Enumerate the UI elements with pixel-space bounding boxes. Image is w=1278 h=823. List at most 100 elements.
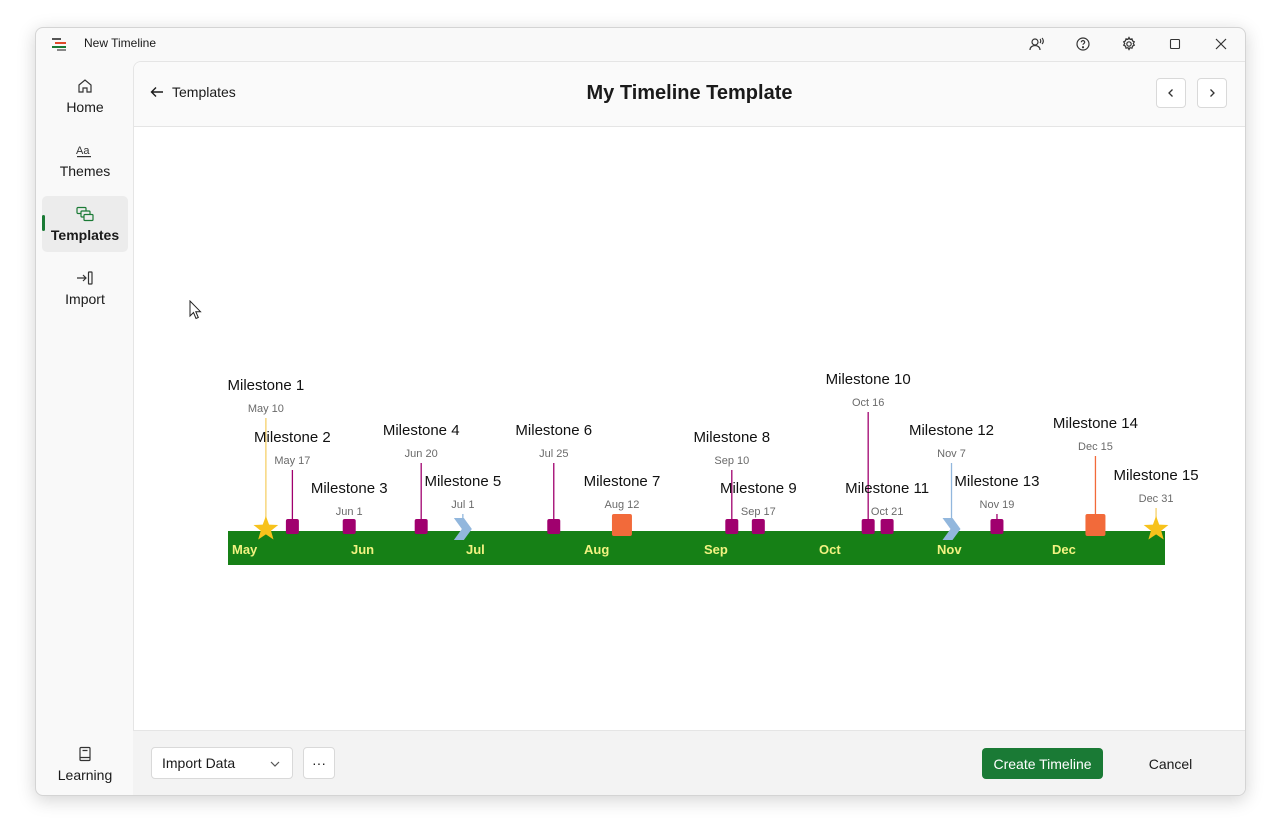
maximize-icon [1169, 38, 1181, 50]
sidebar-item-label: Import [65, 290, 105, 307]
chevron-marker-icon [942, 518, 961, 540]
next-button[interactable] [1197, 78, 1227, 108]
milestone-date: May 17 [274, 455, 310, 467]
milestone-date: Dec 15 [1078, 441, 1113, 453]
square-marker-icon [342, 519, 356, 534]
footer-bar: Import Data ··· Create Timeline Cancel [133, 730, 1245, 795]
chevron-left-icon [1168, 89, 1173, 97]
milestone-date: Oct 16 [852, 397, 884, 409]
home-icon [78, 78, 92, 93]
month-label: May [232, 542, 258, 557]
month-label: Sep [704, 542, 728, 557]
month-label: Aug [584, 542, 609, 557]
window-title: New Timeline [84, 36, 157, 50]
mouse-cursor-icon [189, 300, 202, 320]
milestone-name: Milestone 3 [311, 480, 388, 497]
milestone-date: Sep 10 [714, 455, 749, 467]
arrow-left-icon [150, 87, 163, 97]
import-data-dropdown[interactable]: Import Data [151, 747, 293, 779]
main-content: Templates My Timeline Template May Jun Jul… [133, 61, 1245, 731]
page-title: My Timeline Template [586, 82, 793, 104]
sidebar-item-home[interactable]: Home [42, 68, 128, 124]
milestone-markers [253, 514, 1169, 540]
chevron-down-icon [270, 761, 280, 767]
dropdown-value: Import Data [162, 755, 236, 771]
help-icon [1076, 37, 1090, 51]
month-labels: May Jun Jul Aug Sep Oct Nov Dec [232, 542, 1076, 557]
month-label: Dec [1052, 542, 1076, 557]
milestone-name: Milestone 13 [954, 473, 1039, 490]
sidebar-item-label: Home [66, 98, 104, 115]
sidebar-item-label: Themes [59, 162, 111, 179]
back-label: Templates [172, 84, 236, 100]
timeline-preview: May Jun Jul Aug Sep Oct Nov Dec Milestone 1 May … [228, 371, 1199, 565]
sidebar-item-learning[interactable]: Learning [42, 736, 128, 792]
app-window: New Timeline [35, 27, 1246, 796]
square-marker-icon [880, 519, 894, 534]
month-label: Jul [466, 542, 485, 557]
milestone-date: Jul 1 [451, 499, 474, 511]
milestone-name: Milestone 5 [424, 473, 501, 490]
milestone-name: Milestone 12 [909, 422, 994, 439]
milestone-name: Milestone 8 [693, 429, 770, 446]
milestone-name: Milestone 10 [826, 371, 911, 388]
timeline-band [228, 531, 1165, 565]
svg-text:Aa: Aa [76, 145, 90, 157]
feedback-button[interactable] [1014, 28, 1060, 60]
month-label: Oct [819, 542, 841, 557]
square-marker-icon [861, 519, 875, 534]
square-marker-icon [547, 519, 561, 534]
title-bar: New Timeline [36, 28, 1245, 60]
cancel-button[interactable]: Cancel [1148, 755, 1193, 772]
milestone-date: Aug 12 [605, 499, 640, 511]
milestone-date: Dec 31 [1139, 493, 1174, 505]
create-timeline-button[interactable]: Create Timeline [982, 748, 1103, 779]
milestone-labels: Milestone 1 May 10 Milestone 2 May 17 Milest… [228, 371, 1199, 518]
templates-icon [76, 206, 94, 221]
milestone-stems [265, 412, 1157, 525]
star-marker-icon [1143, 516, 1169, 540]
square-marker-icon [751, 519, 765, 534]
sidebar-item-import[interactable]: Import [42, 260, 128, 316]
sidebar-item-templates[interactable]: Templates [42, 196, 128, 252]
milestone-date: Oct 21 [871, 506, 903, 518]
active-indicator [42, 215, 45, 231]
timeline-app-icon [52, 38, 66, 51]
more-options-button[interactable]: ··· [303, 747, 335, 779]
close-icon [1215, 38, 1227, 50]
maximize-button[interactable] [1152, 28, 1198, 60]
square-marker-icon [1085, 514, 1106, 536]
gear-icon [1122, 36, 1136, 51]
milestone-name: Milestone 6 [515, 422, 592, 439]
milestone-date: Jul 25 [539, 448, 568, 460]
square-marker-icon [414, 519, 428, 534]
month-label: Jun [351, 542, 374, 557]
chevron-right-icon [1210, 89, 1215, 97]
square-marker-icon [285, 519, 299, 534]
milestone-date: May 10 [248, 403, 284, 415]
sidebar-item-label: Learning [57, 766, 113, 783]
help-button[interactable] [1060, 28, 1106, 60]
milestone-name: Milestone 14 [1053, 415, 1138, 432]
square-marker-icon [725, 519, 739, 534]
book-icon [79, 746, 91, 761]
sidebar-item-label: Templates [50, 226, 120, 243]
milestone-date: Nov 19 [980, 499, 1015, 511]
milestone-date: Sep 17 [741, 506, 776, 518]
previous-button[interactable] [1156, 78, 1186, 108]
milestone-name: Milestone 7 [584, 473, 661, 490]
milestone-name: Milestone 2 [254, 429, 331, 446]
milestone-name: Milestone 9 [720, 480, 797, 497]
milestone-name: Milestone 11 [845, 480, 929, 497]
themes-icon: Aa [76, 145, 91, 157]
settings-button[interactable] [1106, 28, 1152, 60]
import-icon [77, 270, 93, 285]
sidebar-item-themes[interactable]: Aa Themes [42, 132, 128, 188]
month-label: Nov [937, 542, 962, 557]
milestone-date: Nov 7 [937, 448, 966, 460]
milestone-name: Milestone 4 [383, 422, 460, 439]
close-button[interactable] [1198, 28, 1244, 60]
chevron-marker-icon [453, 518, 472, 540]
star-marker-icon [253, 516, 279, 540]
back-button[interactable]: Templates [150, 84, 236, 100]
